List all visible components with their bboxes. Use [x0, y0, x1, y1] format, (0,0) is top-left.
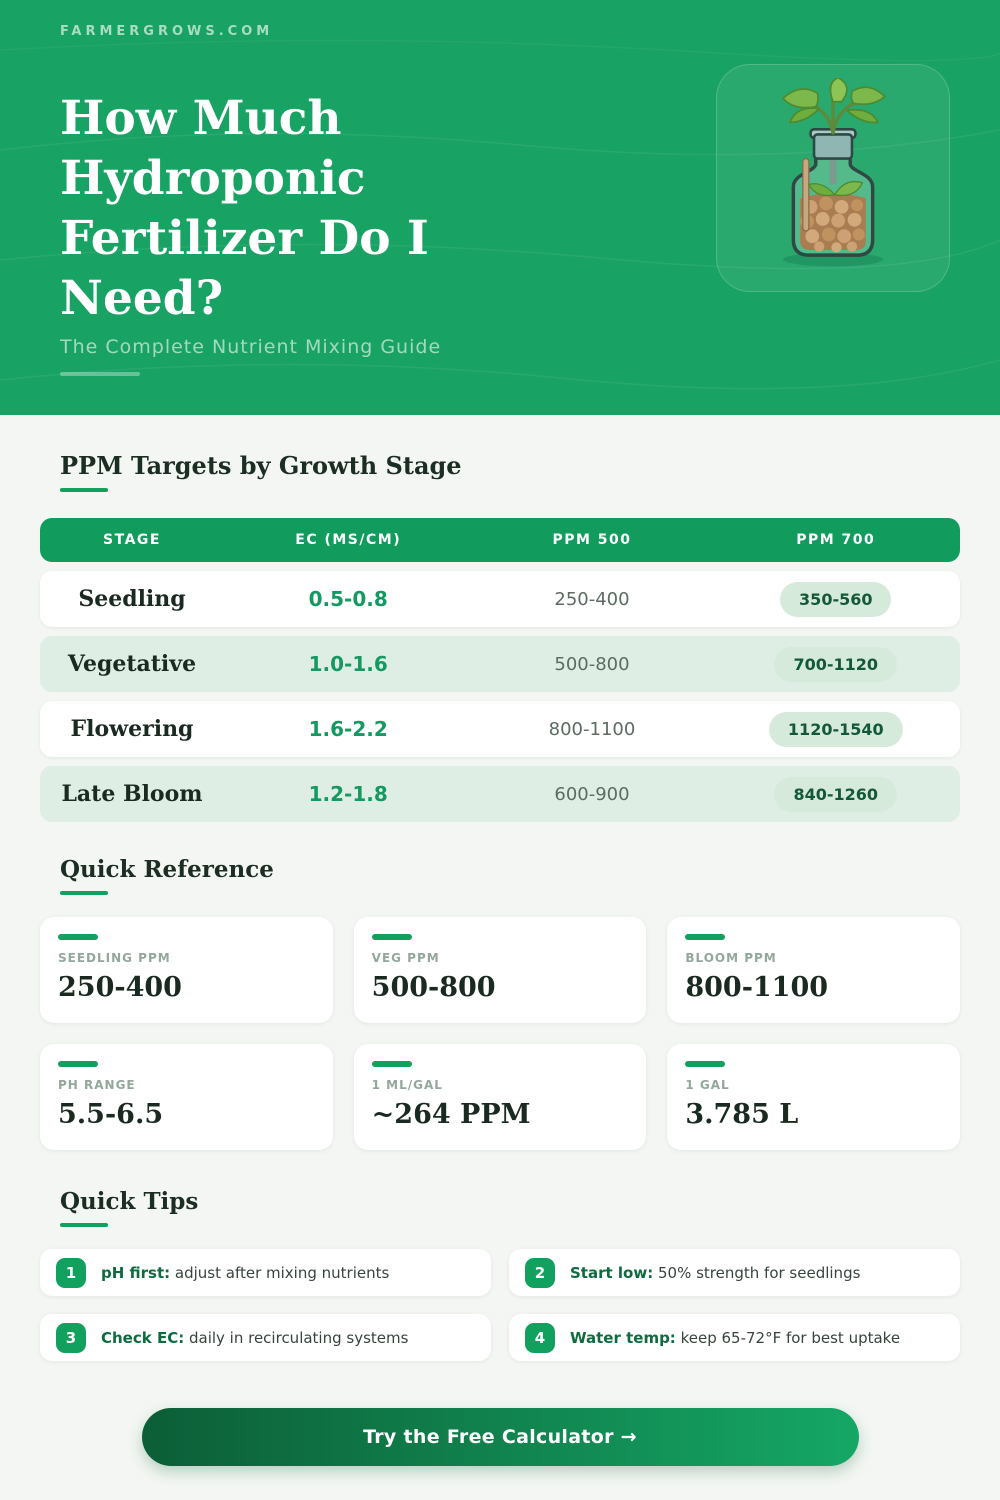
reference-card: VEG PPM 500-800: [353, 917, 647, 1023]
card-accent-dash: [371, 934, 412, 940]
ppm700-badge: 1120-1540: [768, 711, 903, 747]
tip-card: 2 Start low: 50% strength for seedlings: [509, 1249, 960, 1296]
card-value: 3.785 L: [685, 1099, 799, 1130]
tip-text: Check EC: daily in recirculating systems: [101, 1329, 408, 1347]
tip-body: daily in recirculating systems: [188, 1328, 409, 1347]
tip-label: Check EC:: [101, 1328, 185, 1347]
stage-name: Flowering: [70, 716, 194, 742]
quick-reference-title: Quick Reference: [60, 856, 274, 883]
tip-card: 4 Water temp: keep 65-72°F for best upta…: [509, 1314, 960, 1361]
tip-number-badge: 1: [56, 1257, 86, 1288]
tip-label: Start low:: [570, 1263, 654, 1282]
ppm500-value: 600-900: [554, 783, 630, 805]
tips-grid: 1 pH first: adjust after mixing nutrient…: [40, 1249, 960, 1361]
hero-header: FARMERGROWS.COM How Much Hydroponic Fert…: [0, 0, 1000, 415]
tip-label: pH first:: [101, 1263, 171, 1282]
ppm-table: STAGE EC (MS/CM) PPM 500 PPM 700 Seedlin…: [40, 518, 960, 822]
tip-number-badge: 4: [525, 1322, 555, 1353]
tip-body: adjust after mixing nutrients: [174, 1263, 390, 1282]
card-label: BLOOM PPM: [685, 951, 777, 965]
card-value: 500-800: [371, 972, 496, 1003]
card-accent-dash: [371, 1061, 412, 1067]
table-row: Late Bloom 1.2-1.8 600-900 840-1260: [40, 766, 960, 822]
site-brand: FARMERGROWS.COM: [60, 24, 274, 39]
page-title: How Much Hydroponic Fertilizer Do I Need…: [60, 91, 429, 326]
heading-underline: [60, 1223, 108, 1227]
tip-card: 1 pH first: adjust after mixing nutrient…: [40, 1249, 491, 1296]
main-content: PPM Targets by Growth Stage STAGE EC (MS…: [0, 415, 1000, 1466]
ec-value: 1.6-2.2: [308, 717, 388, 741]
card-label: PH RANGE: [58, 1078, 136, 1092]
reference-card: 1 GAL 3.785 L: [667, 1044, 960, 1150]
card-value: 800-1100: [685, 972, 829, 1003]
ec-value: 1.2-1.8: [308, 782, 388, 806]
reference-card: 1 ML/GAL ~264 PPM: [353, 1044, 647, 1150]
ppm700-badge: 700-1120: [774, 646, 898, 682]
column-header-ec: EC (MS/CM): [295, 532, 402, 548]
tip-number-badge: 3: [56, 1322, 86, 1353]
reference-card-grid: SEEDLING PPM 250-400 VEG PPM 500-800 BLO…: [40, 917, 960, 1150]
tip-text: pH first: adjust after mixing nutrients: [101, 1264, 389, 1282]
tip-number-badge: 2: [525, 1257, 555, 1288]
free-calculator-button[interactable]: Try the Free Calculator →: [141, 1408, 859, 1466]
column-header-ppm700: PPM 700: [796, 532, 876, 548]
table-row: Vegetative 1.0-1.6 500-800 700-1120: [40, 636, 960, 692]
stage-name: Vegetative: [67, 651, 197, 677]
card-label: 1 ML/GAL: [371, 1078, 443, 1092]
subtitle-underline: [60, 372, 140, 376]
heading-underline: [60, 891, 108, 895]
card-value: 250-400: [58, 972, 182, 1003]
ec-value: 1.0-1.6: [308, 652, 388, 676]
illustration-card: [716, 64, 950, 292]
ppm500-value: 800-1100: [548, 718, 636, 740]
ppm500-value: 500-800: [554, 653, 630, 675]
column-header-ppm500: PPM 500: [552, 532, 632, 548]
card-accent-dash: [58, 934, 98, 940]
page-subtitle: The Complete Nutrient Mixing Guide: [60, 336, 442, 358]
tip-body: 50% strength for seedlings: [657, 1263, 861, 1282]
card-accent-dash: [685, 1061, 726, 1067]
card-label: SEEDLING PPM: [58, 951, 171, 965]
tip-text: Start low: 50% strength for seedlings: [570, 1264, 860, 1282]
hydroponic-jar-illustration: [781, 78, 886, 267]
tip-card: 3 Check EC: daily in recirculating syste…: [40, 1314, 491, 1361]
ec-value: 0.5-0.8: [308, 587, 388, 611]
card-label: VEG PPM: [371, 951, 440, 965]
column-header-stage: STAGE: [103, 532, 161, 548]
heading-underline: [60, 488, 108, 492]
reference-card: SEEDLING PPM 250-400: [40, 917, 333, 1023]
stage-name: Seedling: [78, 586, 186, 612]
card-accent-dash: [685, 934, 726, 940]
tip-body: keep 65-72°F for best uptake: [680, 1328, 901, 1347]
quick-reference-section: Quick Reference SEEDLING PPM 250-400 VEG…: [40, 856, 960, 1150]
reference-card: PH RANGE 5.5-6.5: [40, 1044, 333, 1150]
ppm700-badge: 840-1260: [774, 776, 898, 812]
card-accent-dash: [58, 1061, 98, 1067]
card-label: 1 GAL: [685, 1078, 730, 1092]
card-value: ~264 PPM: [371, 1099, 531, 1130]
table-row: Flowering 1.6-2.2 800-1100 1120-1540: [40, 701, 960, 757]
reference-card: BLOOM PPM 800-1100: [667, 917, 960, 1023]
stage-name: Late Bloom: [61, 781, 203, 807]
quick-tips-title: Quick Tips: [60, 1188, 199, 1215]
contour-lines-decoration: [0, 39, 1000, 390]
tip-text: Water temp: keep 65-72°F for best uptake: [570, 1329, 900, 1347]
card-value: 5.5-6.5: [58, 1099, 164, 1130]
table-row: Seedling 0.5-0.8 250-400 350-560: [40, 571, 960, 627]
ppm700-badge: 350-560: [780, 581, 892, 617]
table-header-row: STAGE EC (MS/CM) PPM 500 PPM 700: [40, 518, 960, 562]
tip-label: Water temp:: [570, 1328, 676, 1347]
ppm500-value: 250-400: [554, 588, 630, 610]
quick-tips-section: Quick Tips 1 pH first: adjust after mixi…: [40, 1188, 960, 1361]
ppm-table-title: PPM Targets by Growth Stage: [60, 451, 462, 480]
